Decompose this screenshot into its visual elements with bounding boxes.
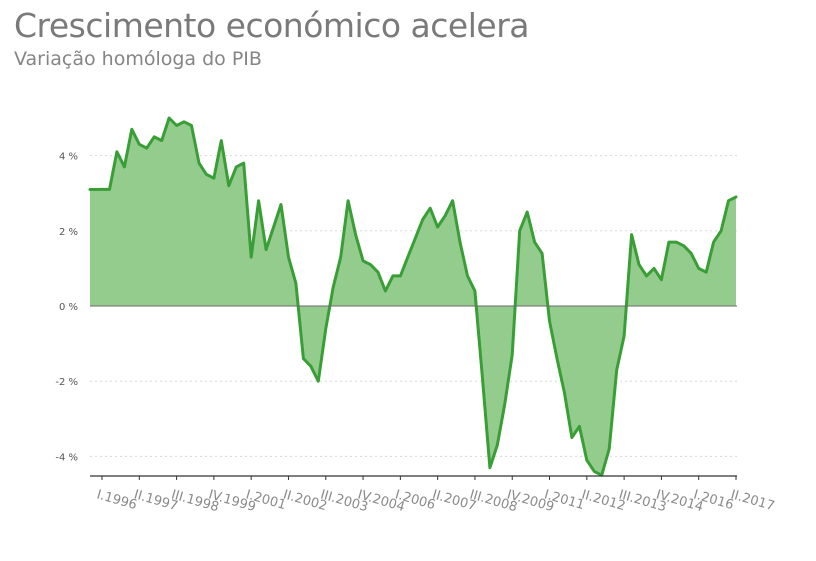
x-axis-ticks: I.1996II.1997III.1998IV.1999I.2001II.200… [95,476,776,515]
y-tick-label: -2 % [55,377,78,388]
y-axis-ticks: 4 % 2 % 0 % -2 % -4 % [55,152,78,464]
y-tick-label: 2 % [59,227,78,238]
series-line [88,116,738,477]
chart-subtitle: Variação homóloga do PIB [14,48,262,70]
area-layer [88,116,738,477]
x-tick-label: II.2017 [729,487,776,514]
y-tick-label: 4 % [59,152,78,163]
chart-title: Crescimento económico acelera [14,6,529,45]
axis-layer [90,305,737,477]
series-area [90,118,736,476]
y-tick-label: 0 % [59,302,78,313]
y-tick-label: -4 % [55,452,78,463]
